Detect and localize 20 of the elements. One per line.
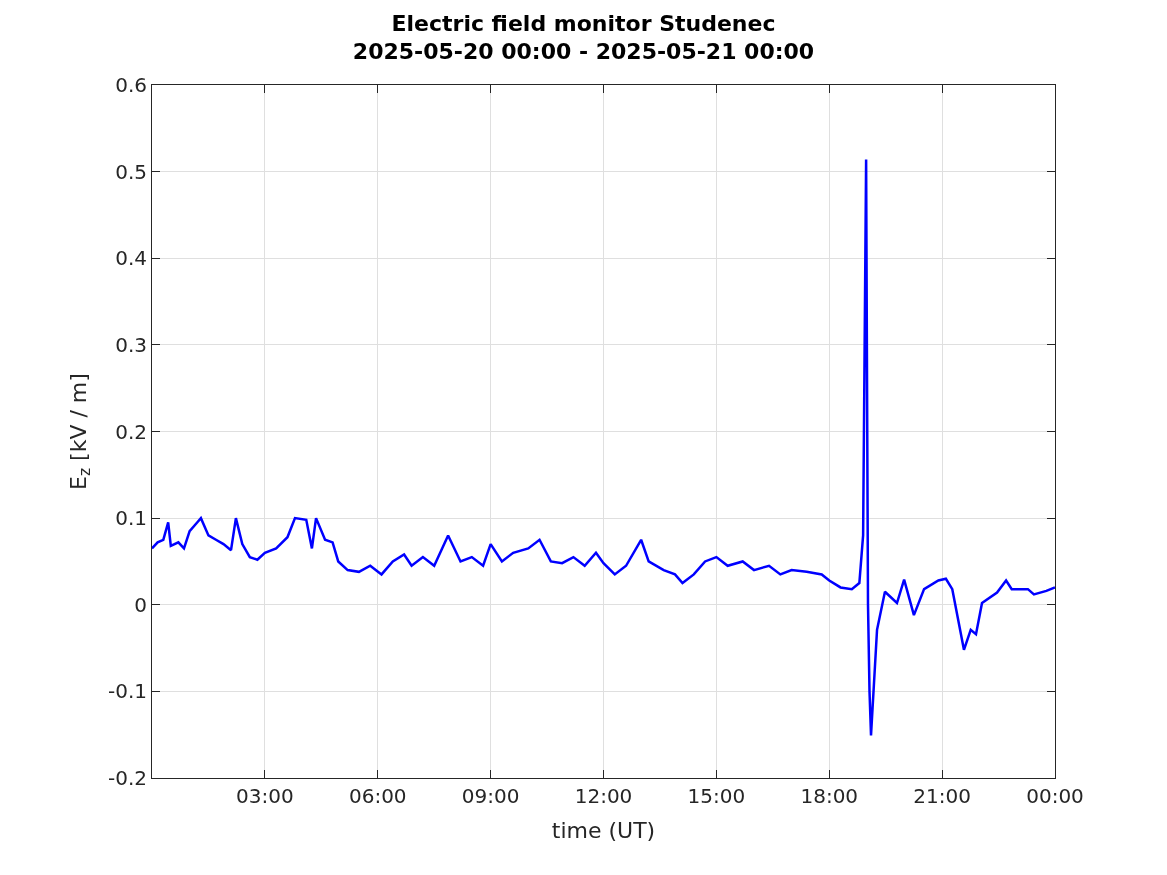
y-tick-label: -0.1 <box>107 679 147 704</box>
chart-title: Electric field monitor Studenec 2025-05-20 00:00 - 2025-05-21 00:00 <box>352 10 815 65</box>
x-tick-label: 18:00 <box>800 784 859 808</box>
line-series <box>152 158 1055 737</box>
x-tick-label: 06:00 <box>348 784 407 808</box>
y-tick-label: 0.2 <box>115 419 147 444</box>
y-tick-label: 0 <box>134 592 147 617</box>
y-tick-label: 0.5 <box>115 159 147 184</box>
y-tick-label: 0.1 <box>115 506 147 531</box>
x-axis-title: time (UT) <box>551 817 656 843</box>
x-tick-label: 12:00 <box>574 784 633 808</box>
y-tick-label: -0.2 <box>107 766 147 790</box>
y-tick-label: 0.3 <box>115 332 147 357</box>
x-tick-label: 21:00 <box>913 784 971 808</box>
x-tick-label: 15:00 <box>687 784 746 808</box>
x-tick-label: 03:00 <box>236 784 294 808</box>
y-tick-label: 0.4 <box>115 246 147 271</box>
x-tick-label: 00:00 <box>1026 784 1084 808</box>
x-tick-label: 09:00 <box>461 784 520 808</box>
y-tick-label: 0.6 <box>115 73 147 97</box>
